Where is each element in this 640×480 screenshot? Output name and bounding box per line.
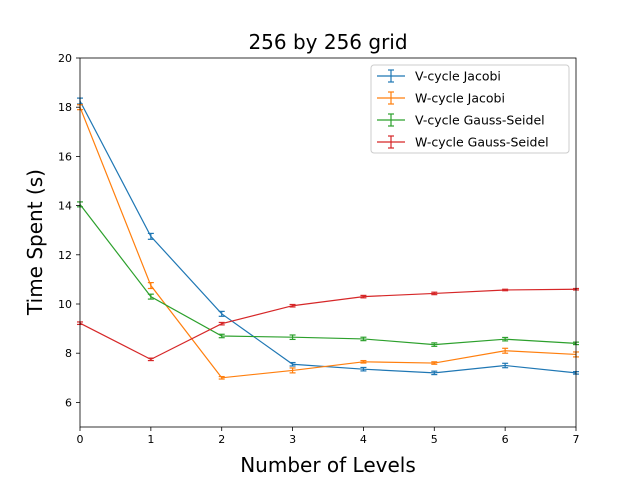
- error-bar: [218, 333, 225, 339]
- series-line: [79, 288, 577, 361]
- error-bar: [431, 291, 438, 296]
- axes-frame: [79, 57, 577, 428]
- y-tick-label: 20: [58, 52, 72, 65]
- error-bar: [289, 334, 296, 341]
- series-3: [77, 201, 579, 347]
- legend-entry: V-cycle Jacobi: [377, 69, 501, 84]
- error-bar: [147, 293, 154, 300]
- error-bar: [502, 347, 509, 354]
- error-bar: [218, 321, 225, 326]
- y-tick-label: 18: [58, 101, 72, 114]
- legend-entry: W-cycle Gauss-Seidel: [377, 135, 549, 150]
- series-layer: [77, 97, 579, 380]
- error-bar: [431, 342, 438, 347]
- error-bar: [218, 310, 225, 317]
- y-tick-label: 16: [58, 150, 72, 163]
- error-bar: [289, 367, 296, 374]
- error-bar: [289, 303, 296, 308]
- x-tick-label: 6: [502, 433, 509, 446]
- error-bar: [360, 294, 367, 299]
- y-axis-label: Time Spent (s): [23, 169, 47, 316]
- error-bar: [502, 362, 509, 369]
- error-bar: [218, 375, 225, 380]
- x-tick-label: 2: [218, 433, 225, 446]
- error-bar: [289, 361, 296, 367]
- series-1: [77, 97, 579, 376]
- x-tick-label: 7: [573, 433, 580, 446]
- legend: V-cycle Jacobi W-cycle Jacobi V-cycle Gaus…: [370, 64, 570, 154]
- series-line: [79, 204, 577, 346]
- legend-box: [370, 64, 570, 154]
- x-tick-label: 3: [289, 433, 296, 446]
- x-tick-label: 1: [147, 433, 154, 446]
- error-bar: [431, 370, 438, 376]
- x-tick-label: 4: [360, 433, 367, 446]
- error-bar: [360, 359, 367, 364]
- y-tick-label: 14: [58, 200, 72, 213]
- series-4: [77, 287, 579, 362]
- chart-title: 256 by 256 grid: [248, 30, 407, 54]
- y-tick-label: 8: [65, 347, 72, 360]
- legend-label: W-cycle Gauss-Seidel: [415, 135, 549, 150]
- legend-label: W-cycle Jacobi: [415, 91, 505, 106]
- error-bar: [147, 281, 154, 290]
- legend-entry: W-cycle Jacobi: [377, 91, 505, 106]
- error-bar: [360, 336, 367, 342]
- x-tick-label: 5: [431, 433, 438, 446]
- error-bar: [360, 366, 367, 372]
- error-bar: [147, 357, 154, 362]
- error-bar: [147, 232, 154, 240]
- error-bar: [502, 336, 509, 342]
- y-tick-label: 12: [58, 249, 72, 262]
- legend-label: V-cycle Gauss-Seidel: [415, 113, 545, 128]
- series-line: [79, 100, 577, 374]
- legend-entry: V-cycle Gauss-Seidel: [377, 113, 545, 128]
- y-tick-label: 10: [58, 298, 72, 311]
- x-axis-label: Number of Levels: [240, 453, 416, 477]
- series-line: [79, 106, 577, 379]
- legend-label: V-cycle Jacobi: [415, 69, 501, 84]
- error-bar: [502, 288, 509, 292]
- y-tick-label: 6: [65, 396, 72, 409]
- error-bar: [431, 361, 438, 365]
- x-tick-label: 0: [77, 433, 84, 446]
